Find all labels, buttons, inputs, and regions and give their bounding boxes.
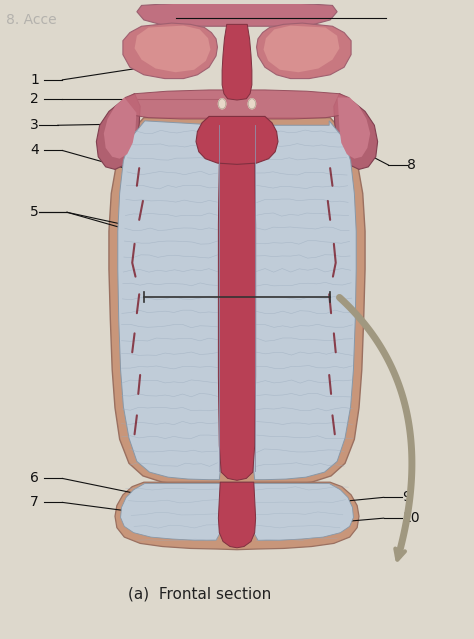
- Polygon shape: [120, 90, 354, 119]
- Text: 1: 1: [30, 73, 39, 87]
- Polygon shape: [334, 94, 378, 169]
- Circle shape: [248, 99, 255, 109]
- Circle shape: [219, 99, 226, 109]
- Text: 2: 2: [30, 92, 39, 106]
- Text: 7: 7: [30, 495, 39, 509]
- Polygon shape: [254, 121, 356, 480]
- Polygon shape: [254, 484, 354, 540]
- Circle shape: [248, 99, 255, 109]
- Polygon shape: [135, 26, 210, 72]
- Polygon shape: [120, 484, 220, 540]
- Polygon shape: [222, 24, 252, 100]
- Text: (a)  Frontal section: (a) Frontal section: [128, 587, 272, 601]
- Polygon shape: [96, 94, 140, 169]
- Text: 9: 9: [402, 490, 411, 504]
- Polygon shape: [104, 98, 137, 158]
- Text: 4: 4: [30, 144, 39, 157]
- Polygon shape: [118, 121, 220, 480]
- Text: 3: 3: [30, 118, 39, 132]
- Text: 6: 6: [30, 472, 39, 486]
- Polygon shape: [109, 118, 365, 486]
- Text: 8. Acce: 8. Acce: [7, 13, 57, 27]
- Polygon shape: [123, 23, 218, 79]
- Polygon shape: [115, 482, 359, 550]
- Polygon shape: [219, 482, 255, 548]
- Text: 8: 8: [407, 158, 416, 172]
- Polygon shape: [196, 116, 278, 164]
- Text: 5: 5: [30, 205, 39, 219]
- Polygon shape: [264, 26, 339, 72]
- Polygon shape: [137, 3, 337, 26]
- Polygon shape: [256, 23, 351, 79]
- Polygon shape: [337, 98, 370, 158]
- Text: 10: 10: [402, 511, 420, 525]
- Polygon shape: [219, 119, 255, 481]
- Circle shape: [219, 99, 226, 109]
